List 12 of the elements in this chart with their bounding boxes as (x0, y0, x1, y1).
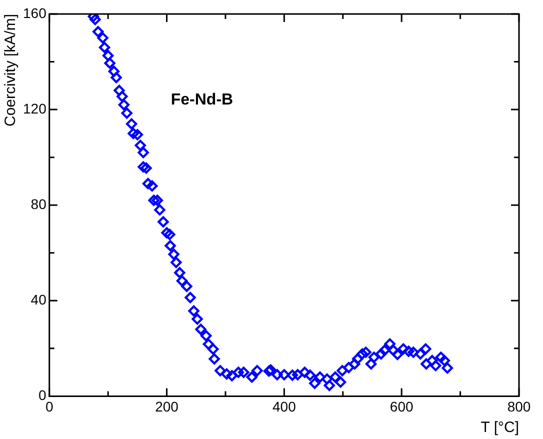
y-tick-label: 120 (23, 100, 47, 116)
x-tick-label: 200 (155, 398, 179, 414)
y-tick-label: 160 (23, 4, 47, 21)
x-tick-label: 600 (390, 398, 414, 414)
annotation: Fe-Nd-B (170, 91, 234, 108)
x-axis-title: T [°C] (480, 419, 519, 436)
x-tick-label: 800 (507, 398, 531, 414)
y-tick-label: 80 (30, 196, 47, 212)
y-axis-title: Coercivity [kA/m] (2, 14, 20, 127)
x-tick-label: 400 (272, 398, 296, 414)
y-tick-label: 40 (30, 292, 47, 308)
y-tick-label: 0 (38, 387, 47, 404)
